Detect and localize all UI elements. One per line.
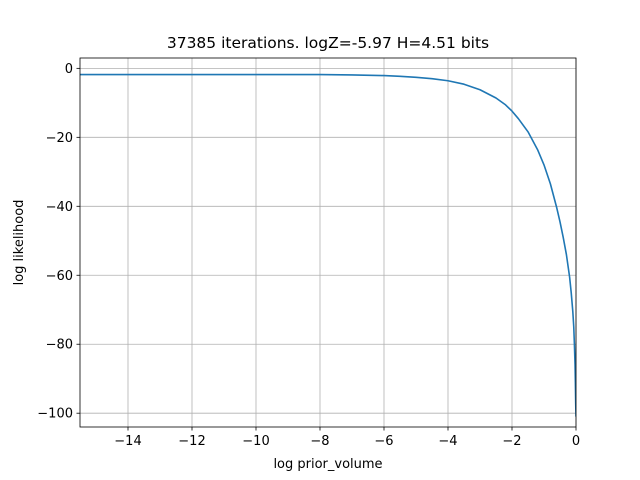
y-tick-label: −100 [37, 407, 73, 422]
axis-ticks: −14 −12 −10 −8 −6 −4 −2 00−20−40−60−80−100 [37, 62, 580, 449]
y-tick-label: −20 [46, 131, 73, 146]
y-tick-label: −60 [46, 269, 73, 284]
series-line [80, 73, 576, 417]
y-axis-label: log likelihood [12, 200, 27, 286]
x-tick-label: −14 [114, 434, 141, 449]
x-tick-label: −2 [502, 434, 521, 449]
x-tick-label: −4 [438, 434, 457, 449]
y-tick-label: 0 [65, 62, 73, 77]
y-tick-label: −80 [46, 338, 73, 353]
x-axis-label: log prior_volume [273, 457, 382, 472]
chart-title: 37385 iterations. logZ=-5.97 H=4.51 bits [167, 34, 489, 52]
x-tick-label: 0 [572, 434, 580, 449]
plot-frame [79, 57, 577, 428]
series-layer [80, 73, 576, 417]
x-tick-label: −12 [178, 434, 205, 449]
y-tick-label: −40 [46, 200, 73, 215]
x-tick-label: −8 [310, 434, 329, 449]
x-tick-label: −10 [242, 434, 269, 449]
x-tick-label: −6 [374, 434, 393, 449]
